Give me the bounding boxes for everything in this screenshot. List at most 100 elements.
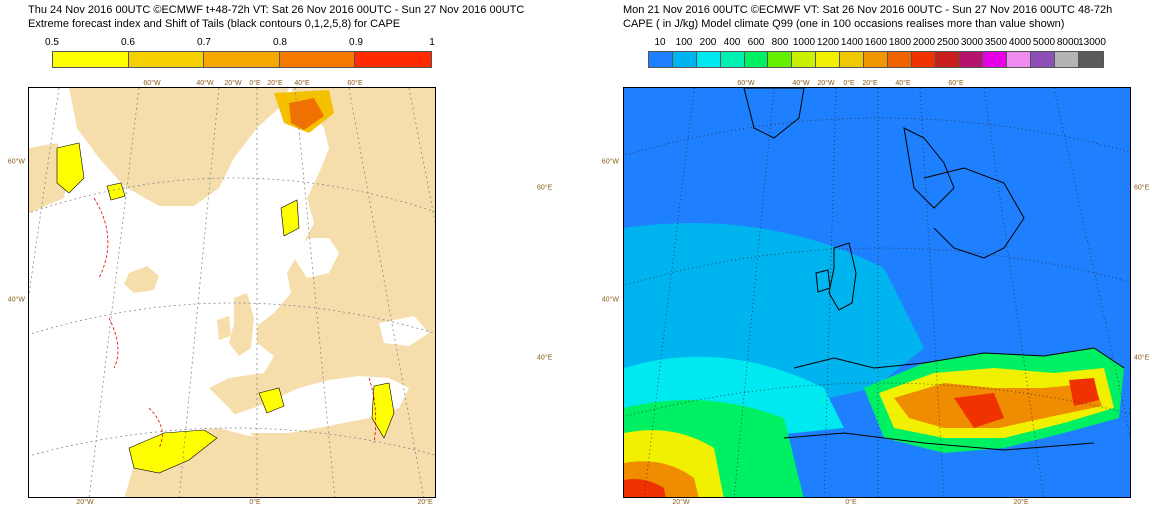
right-scale-tick-label: 10 (654, 37, 666, 48)
cape-coastlines (743, 88, 1125, 451)
right-scale-tick-label: 5000 (1032, 37, 1056, 48)
right-scale-tick-label: 1800 (888, 37, 912, 48)
efi-sea-baltic (291, 238, 339, 278)
right-scale-tick-label: 3000 (960, 37, 984, 48)
right-lat-right-label: 40°E (1134, 354, 1150, 362)
efi-patch-atlas (128, 429, 218, 474)
left-scale-swatch (128, 52, 205, 67)
left-lon-top-label: 40°W (196, 80, 214, 87)
left-scale-swatch (53, 52, 129, 67)
right-scale-tick-label: 4000 (1008, 37, 1032, 48)
left-scale-tick-label: 0.9 (349, 37, 363, 48)
left-lon-top-label: 60°E (347, 80, 363, 87)
right-lon-top-label: 40°E (895, 80, 911, 87)
right-scale-tick-label: 400 (723, 37, 741, 48)
right-scale-swatch (1079, 52, 1103, 67)
right-scale-tick-label: 2000 (912, 37, 936, 48)
right-lat-left-label: 40°W (601, 296, 619, 304)
efi-graticule (29, 88, 435, 497)
right-scale-swatch (649, 52, 673, 67)
right-lon-top-label: 20°E (862, 80, 878, 87)
efi-red-contours (93, 197, 377, 449)
right-scale-swatch (672, 52, 697, 67)
left-lon-bottom-label: 20°E (417, 499, 433, 506)
right-scale-swatch (768, 52, 793, 67)
left-lat-right-label: 60°E (537, 184, 553, 192)
efi-title-line1: Thu 24 Nov 2016 00UTC ©ECMWF t+48-72h VT… (28, 4, 525, 16)
efi-patch-greenland (56, 142, 85, 194)
left-scale-tick-label: 1 (429, 37, 435, 48)
right-scale-tick-label: 800 (771, 37, 789, 48)
right-scale-swatch (864, 52, 888, 67)
efi-patch-iberia (258, 387, 285, 414)
right-scale-swatch (1055, 52, 1080, 67)
right-lat-right-label: 60°E (1134, 184, 1150, 192)
left-lon-bottom-label: 20°W (76, 499, 94, 506)
right-scale-swatch (887, 52, 912, 67)
cape-color-scale (648, 51, 1104, 68)
left-lon-top-label: 20°W (224, 80, 242, 87)
right-scale-swatch (983, 52, 1008, 67)
right-scale-swatch (959, 52, 984, 67)
right-scale-tick-label: 13000 (1078, 37, 1106, 48)
efi-patch-ionian (371, 382, 395, 439)
right-lon-bottom-label: 0°E (845, 499, 857, 506)
efi-sea-mediterranean (219, 376, 409, 433)
right-scale-tick-label: 600 (747, 37, 765, 48)
left-lat-left-label: 60°W (7, 158, 25, 166)
left-lon-bottom-label: 0°E (249, 499, 261, 506)
right-scale-tick-label: 1200 (816, 37, 840, 48)
efi-patch-norway (280, 199, 300, 237)
efi-panel: Thu 24 Nov 2016 00UTC ©ECMWF t+48-72h VT… (7, 4, 553, 506)
right-scale-tick-label: 8000 (1056, 37, 1080, 48)
left-lon-top-label: 40°E (294, 80, 310, 87)
right-scale-tick-label: 100 (675, 37, 693, 48)
right-lat-left-label: 60°W (601, 158, 619, 166)
right-lon-top-label: 60°W (737, 80, 755, 87)
cape-field-med-core (954, 393, 1004, 428)
left-scale-tick-label: 0.5 (45, 37, 59, 48)
efi-land-britain (229, 293, 254, 356)
right-scale-tick-label: 3500 (984, 37, 1008, 48)
efi-patch-iceland (106, 182, 126, 201)
left-lat-left-label: 40°W (7, 296, 25, 304)
cape-field-levant (1069, 378, 1099, 406)
right-lon-bottom-label: 20°W (672, 499, 690, 506)
efi-land-ireland (217, 316, 231, 340)
right-lon-top-label: 40°W (792, 80, 810, 87)
right-scale-swatch (696, 52, 721, 67)
right-scale-swatch (1007, 52, 1032, 67)
left-scale-tick-label: 0.8 (273, 37, 287, 48)
efi-sea-black (379, 316, 429, 346)
right-scale-tick-label: 2500 (936, 37, 960, 48)
right-scale-swatch (744, 52, 769, 67)
right-lon-top-label: 0°E (843, 80, 855, 87)
cape-graticule (624, 88, 1130, 497)
left-lon-top-label: 0°E (249, 80, 261, 87)
efi-patch-barents (289, 98, 324, 130)
efi-color-scale (52, 51, 432, 68)
efi-map-svg (29, 88, 435, 497)
cape-field-canary-max (624, 479, 666, 497)
cape-title-line1: Mon 21 Nov 2016 00UTC ©ECMWF VT: Sat 26 … (623, 4, 1113, 16)
left-scale-swatch (279, 52, 356, 67)
left-scale-tick-label: 0.7 (197, 37, 211, 48)
left-lat-right-label: 40°E (537, 354, 553, 362)
right-lon-top-label: 60°E (948, 80, 964, 87)
left-scale-swatch (204, 52, 280, 67)
right-scale-tick-label: 1400 (840, 37, 864, 48)
cape-map-svg (624, 88, 1130, 497)
right-lon-top-label: 20°W (817, 80, 835, 87)
efi-land-greenland (69, 88, 289, 206)
right-scale-tick-label: 1600 (864, 37, 888, 48)
right-lon-bottom-label: 20°E (1013, 499, 1029, 506)
efi-land-iceland (124, 266, 159, 293)
left-lon-top-label: 60°W (143, 80, 161, 87)
right-scale-swatch (840, 52, 865, 67)
efi-title-line2: Extreme forecast index and Shift of Tail… (28, 18, 401, 30)
cape-map[interactable] (623, 87, 1131, 498)
right-scale-tick-label: 200 (699, 37, 717, 48)
efi-map[interactable] (28, 87, 436, 498)
cape-panel: Mon 21 Nov 2016 00UTC ©ECMWF VT: Sat 26 … (576, 0, 1152, 509)
cape-title-line2: CAPE ( in J/kg) Model climate Q99 (one i… (623, 18, 1065, 30)
